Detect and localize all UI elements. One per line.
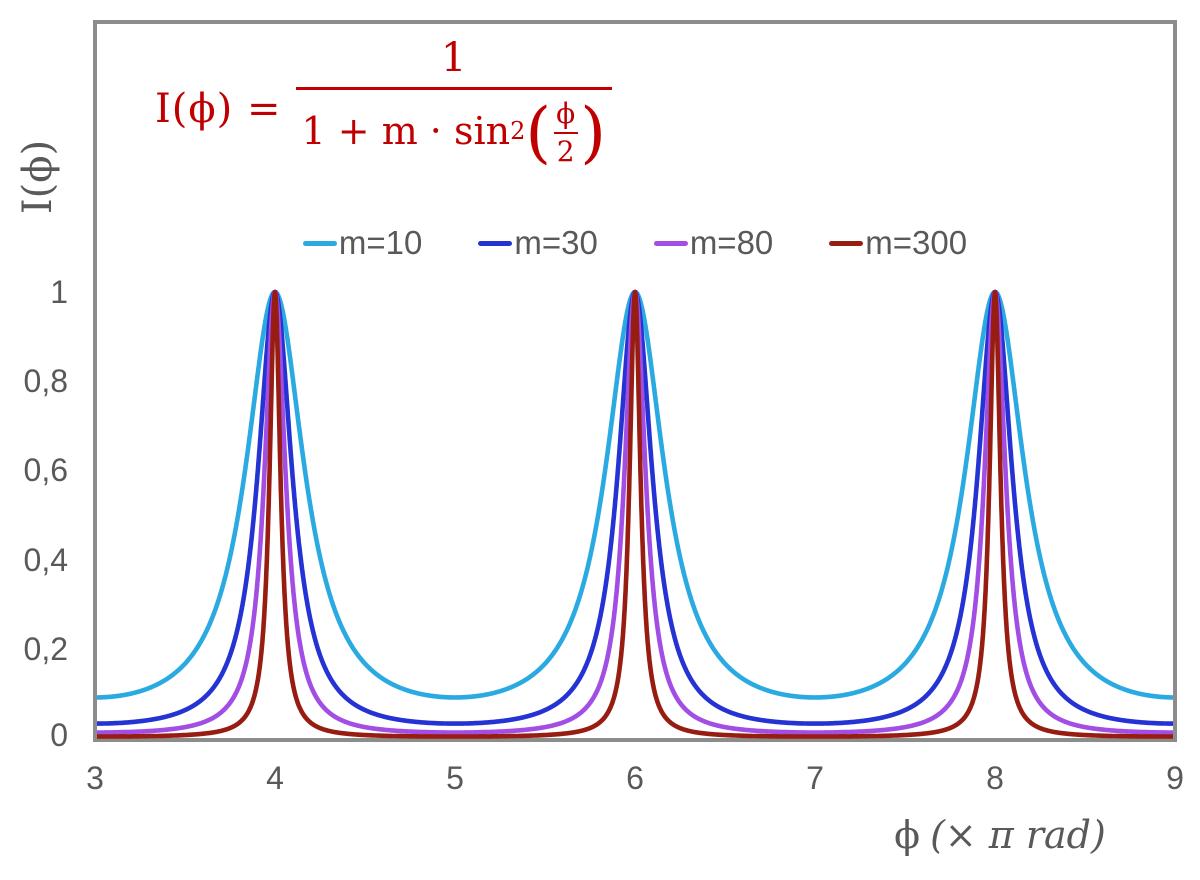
y-tick-0-4: 0,4 — [23, 542, 68, 578]
legend-item-m80: m=80 — [653, 224, 774, 262]
x-tick-8: 8 — [986, 760, 1004, 796]
x-tick-5: 5 — [446, 760, 464, 796]
x-axis-title-units: (× π rad) — [930, 813, 1106, 857]
x-tick-6: 6 — [626, 760, 644, 796]
x-axis-title-symbol: ϕ — [894, 813, 921, 857]
legend-label-m80: m=80 — [689, 224, 774, 261]
y-tick-0-2: 0,2 — [23, 631, 68, 667]
y-axis-title: I(ϕ) — [15, 139, 61, 215]
formula-annotation: I(ϕ) = 1 1 + m · sin 2 ( ϕ 2 ) — [155, 35, 612, 171]
y-tick-0-8: 0,8 — [23, 363, 68, 399]
legend-label-m300: m=300 — [865, 224, 968, 261]
formula-close-paren: ) — [580, 93, 606, 171]
curve-m-30 — [97, 289, 1173, 726]
legend-swatch-m10 — [302, 240, 337, 246]
x-tick-9: 9 — [1166, 760, 1184, 796]
plot-area-border — [93, 20, 1177, 742]
y-tick-0: 0 — [50, 717, 68, 753]
formula-denominator: 1 + m · sin 2 ( ϕ 2 ) — [295, 87, 612, 171]
formula-fraction: 1 1 + m · sin 2 ( ϕ 2 ) — [295, 35, 612, 171]
x-tick-7: 7 — [806, 760, 824, 796]
legend-swatch-m300 — [829, 240, 864, 246]
legend-item-m10: m=10 — [302, 224, 423, 262]
x-tick-3: 3 — [86, 760, 104, 796]
legend-swatch-m80 — [653, 240, 688, 246]
formula-inner-denominator: 2 — [553, 132, 578, 166]
legend-item-m300: m=300 — [829, 224, 967, 262]
x-tick-4: 4 — [266, 760, 284, 796]
formula-open-paren: ( — [525, 93, 552, 171]
y-tick-1: 1 — [50, 274, 68, 310]
formula-numerator: 1 — [441, 35, 467, 81]
x-axis-title: ϕ (× π rad) — [894, 813, 1106, 857]
formula-lhs: I(ϕ) = — [155, 86, 282, 132]
formula-inner-fraction: ϕ 2 — [553, 100, 578, 166]
legend-item-m30: m=30 — [478, 224, 598, 262]
legend-label-m30: m=30 — [514, 224, 598, 261]
legend-swatch-m30 — [478, 240, 513, 246]
formula-inner-numerator: ϕ — [556, 97, 576, 130]
curve-m-80 — [97, 289, 1173, 735]
formula-den-text: 1 + m · sin — [301, 109, 511, 153]
legend-label-m10: m=10 — [338, 224, 423, 261]
curve-m-300 — [97, 289, 1173, 739]
y-tick-0-6: 0,6 — [23, 452, 68, 488]
legend: m=10 m=30 m=80 m=300 — [93, 224, 1177, 262]
